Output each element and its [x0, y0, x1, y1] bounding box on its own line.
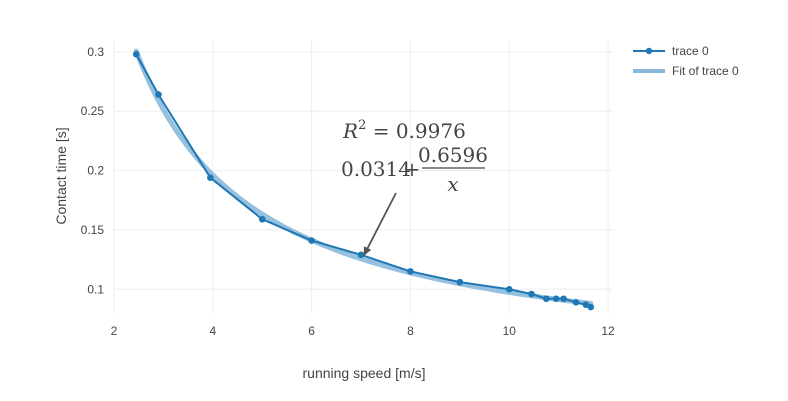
- trace-0-point: [258, 215, 266, 223]
- legend: trace 0 Fit of trace 0: [633, 40, 788, 86]
- annotation-constant: 0.0314: [341, 157, 411, 181]
- annotation-arrow: [366, 192, 397, 249]
- x-axis-title: running speed [m/s]: [303, 365, 426, 381]
- x-tick-label: 4: [209, 324, 216, 338]
- trace-0-point: [543, 295, 550, 303]
- y-tick-label: 0.1: [87, 282, 104, 296]
- trace-0-point: [528, 290, 535, 298]
- trace-0-point: [572, 299, 580, 306]
- trace-0-point: [132, 50, 140, 58]
- y-tick-label: 0.15: [81, 223, 105, 237]
- trace-0-point: [155, 91, 162, 98]
- legend-item-trace-0[interactable]: trace 0: [633, 44, 709, 58]
- plot-series: [132, 48, 595, 311]
- trace-0-point: [505, 285, 513, 293]
- y-tick-label: 0.25: [81, 104, 105, 118]
- annotation-plus: +: [404, 157, 421, 181]
- y-ticks: 0.1 0.15 0.2 0.25 0.3: [81, 45, 105, 296]
- trace-0-point: [456, 278, 464, 286]
- x-ticks: 2 4 6 8 10 12: [111, 324, 615, 338]
- x-tick-label: 8: [407, 324, 414, 338]
- x-tick-label: 6: [308, 324, 315, 338]
- annotation-arrowhead: [363, 246, 372, 257]
- trace-0-point: [582, 301, 590, 308]
- fit-annotation: R2 = 0.9976 0.0314 + 0.6596 x: [341, 118, 488, 257]
- x-tick-label: 2: [111, 324, 118, 338]
- trace-0-point: [357, 251, 365, 259]
- annotation-r2-value: = 0.9976: [366, 119, 465, 143]
- trace-0-point: [407, 268, 414, 275]
- annotation-r2: R2 = 0.9976: [342, 118, 466, 143]
- legend-marker-trace-0: [645, 47, 653, 55]
- fit-curve: [133, 48, 594, 306]
- y-axis-title: Contact time [s]: [53, 127, 69, 224]
- trace-0-line: [135, 53, 592, 308]
- legend-label-trace-0: trace 0: [672, 44, 709, 58]
- legend-item-fit[interactable]: Fit of trace 0: [633, 64, 739, 78]
- legend-label-fit: Fit of trace 0: [672, 64, 739, 78]
- annotation-r2-label: R: [342, 119, 358, 143]
- annotation-r2-exp: 2: [358, 118, 366, 133]
- trace-0-point: [560, 295, 567, 303]
- trace-0-point: [552, 295, 560, 303]
- trace-0-point: [308, 237, 315, 244]
- trace-0-point: [207, 174, 214, 181]
- x-tick-label: 12: [601, 324, 615, 338]
- y-tick-label: 0.2: [87, 164, 104, 178]
- y-tick-label: 0.3: [87, 45, 104, 59]
- x-tick-label: 10: [503, 324, 517, 338]
- grid: [113, 40, 613, 313]
- annotation-denominator: x: [447, 172, 458, 196]
- trace-0-point: [587, 303, 595, 311]
- legend-clip-mask: [752, 40, 788, 86]
- annotation-numerator: 0.6596: [418, 143, 488, 167]
